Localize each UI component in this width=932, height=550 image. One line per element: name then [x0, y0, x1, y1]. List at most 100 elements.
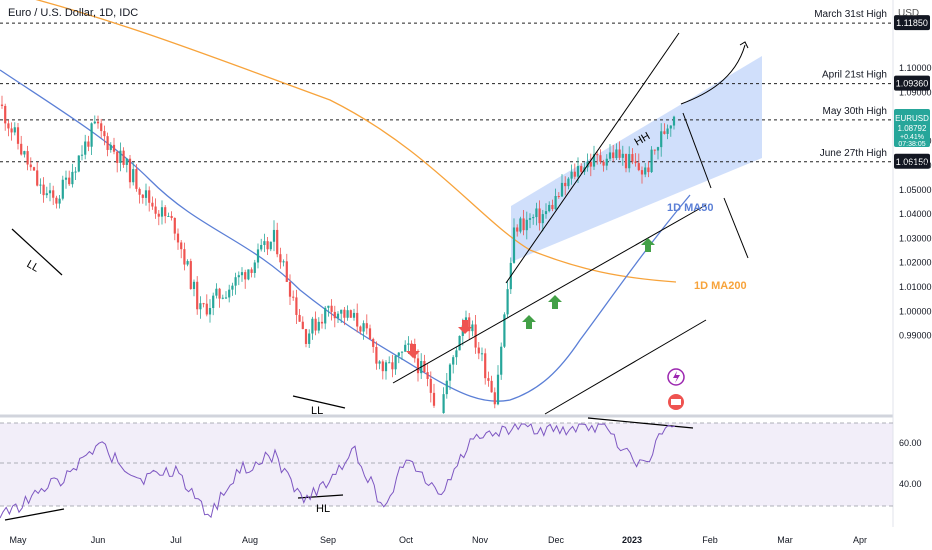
candle-body [90, 123, 93, 147]
candle-body [55, 197, 58, 204]
last-price-symbol: EURUSD [895, 114, 929, 123]
candle-body [276, 229, 279, 255]
candle-body [183, 249, 186, 265]
candle-body [362, 323, 365, 332]
candle-body [637, 163, 640, 171]
candle-body [669, 125, 672, 129]
buy-arrow-3 [641, 238, 655, 252]
candle-body [400, 351, 404, 353]
x-tick-1: Jun [91, 535, 106, 545]
candle-body [7, 123, 10, 129]
candle-body [80, 154, 84, 156]
candle-body [368, 328, 372, 339]
ll-line-2 [292, 395, 346, 409]
candle-body [311, 318, 314, 334]
candle-body [490, 380, 493, 393]
level-label-0: March 31st High [814, 9, 887, 20]
candle-body [324, 307, 327, 324]
candle-body [180, 242, 183, 250]
x-tick-9: Feb [702, 535, 718, 545]
candle-body [202, 303, 205, 305]
trendline-lower-channel [392, 204, 707, 384]
y-tick-7: 1.02000 [899, 258, 932, 268]
candle-body [29, 164, 32, 168]
candle-body [119, 150, 122, 163]
chart-title: Euro / U.S. Dollar, 1D, IDC [8, 7, 139, 19]
candle-body [84, 141, 87, 155]
candle-body [199, 303, 202, 310]
candle-body [10, 128, 13, 133]
candle-body [304, 329, 308, 344]
candle-body [112, 144, 116, 152]
candle-body [557, 195, 560, 197]
candle-body [327, 305, 330, 308]
candle-body [71, 171, 74, 185]
rsi-band [0, 423, 893, 506]
candle-body [612, 152, 615, 159]
x-tick-7: Dec [548, 535, 565, 545]
candle-body [388, 362, 391, 364]
candle-body [157, 213, 160, 217]
candle-body [512, 227, 516, 263]
candle-body [391, 362, 394, 370]
candle-body [346, 310, 349, 318]
candle-body [298, 314, 301, 322]
candle-body [154, 206, 157, 214]
sell-arrow-2 [458, 320, 472, 334]
rsi-tick-1: 40.00 [899, 479, 922, 489]
candle-body [148, 190, 151, 203]
candle-body [52, 190, 55, 198]
candle-body [333, 311, 336, 319]
candle-body [96, 121, 100, 124]
x-tick-3: Aug [242, 535, 258, 545]
candle-body [317, 321, 320, 331]
candle-body [167, 215, 170, 217]
candle-body [365, 323, 368, 329]
candle-body [500, 346, 503, 375]
candle-body [576, 166, 580, 177]
candle-body [170, 215, 173, 218]
candle-body [343, 309, 346, 318]
candle-body [471, 324, 474, 332]
candle-body [215, 288, 218, 296]
candle-body [224, 297, 228, 299]
candle-body [336, 313, 340, 319]
ll-label-1: LL [25, 258, 42, 275]
candle-body [567, 178, 570, 187]
rsi-divergence-line [587, 417, 694, 429]
candle-body [487, 378, 490, 381]
level-tag-1: 1.09360 [896, 79, 929, 89]
ma50-line [0, 69, 691, 402]
candle-body [186, 261, 189, 265]
price-unit: USD [898, 8, 920, 19]
candle-body [640, 170, 644, 175]
candle-body [205, 303, 208, 315]
trendline-parallel [544, 319, 707, 415]
candle-body [394, 355, 397, 370]
candle-body [624, 153, 628, 169]
x-tick-5: Oct [399, 535, 414, 545]
candle-body [247, 269, 250, 280]
candle-body [282, 261, 285, 263]
candle-body [560, 182, 564, 197]
candle-body [320, 321, 324, 324]
candle-body [173, 217, 176, 234]
candle-body [410, 343, 413, 345]
candle-body [535, 208, 538, 218]
candle-body [272, 229, 276, 242]
ll-line-1 [11, 228, 63, 276]
candle-body [448, 364, 452, 381]
candle-body [480, 353, 484, 355]
candle-body [397, 352, 400, 356]
level-label-2: May 30th High [823, 106, 887, 117]
candle-body [0, 104, 4, 106]
projection-down-1 [682, 112, 712, 189]
candle-body [618, 149, 621, 158]
candle-body [109, 144, 112, 150]
candle-body [548, 204, 551, 212]
candle-body [551, 204, 554, 210]
last-price-change: +0.41% [900, 134, 924, 141]
candle-body [340, 309, 343, 314]
candle-body [445, 380, 448, 395]
